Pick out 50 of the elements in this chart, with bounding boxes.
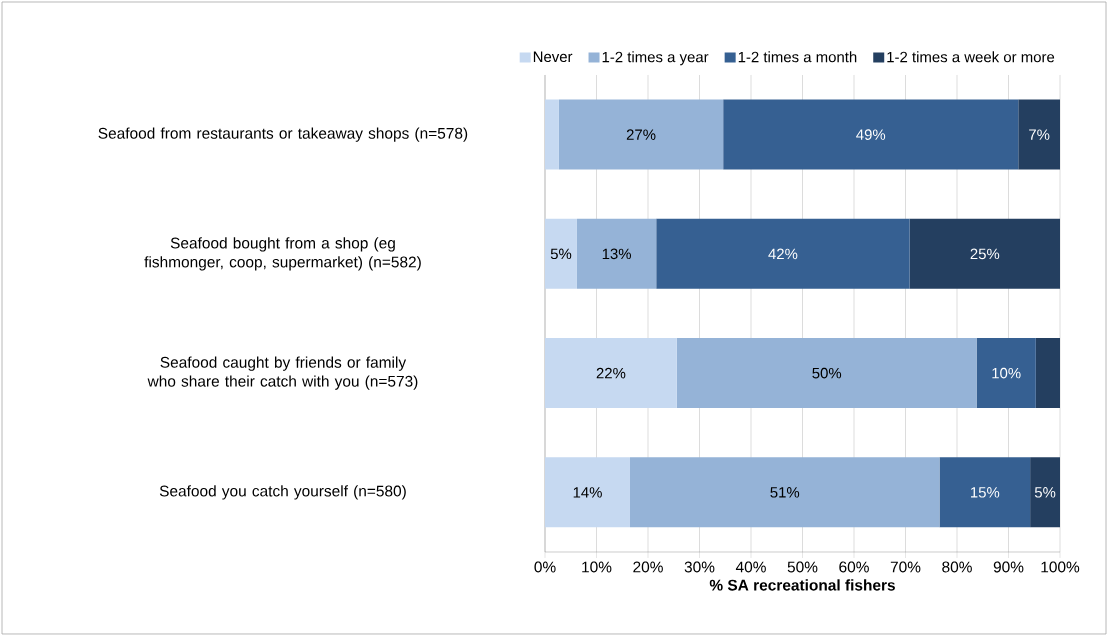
annotation: 7% [1029,129,1050,140]
legend-label: 1-2 times a week or more [887,51,1055,63]
x-tick-label: 70% [890,561,921,573]
bar [939,457,1031,528]
x-tick-label: 90% [993,561,1024,573]
x-tick-label: 60% [839,561,869,573]
x-tick-label: 20% [633,561,663,573]
x-tick-label: 100% [1041,561,1080,573]
bar [558,99,724,170]
annotation: 5% [1034,487,1056,498]
annotation: 49% [856,129,886,140]
x-tick-label: 50% [787,561,818,573]
bar [545,99,559,170]
annotation: 15% [971,487,1000,498]
x-tick-label: 80% [942,561,972,573]
bar [1035,338,1061,409]
annotation: 22% [596,367,626,379]
annotation: 10% [992,367,1021,379]
y-tick-label: Seafood bought from a shop (eg fishmonger, coop, supermarket) (n=582) [144,237,421,271]
bar [545,218,577,289]
annotation: 13% [602,248,632,260]
y-tick-label: Seafood you catch yourself (n=580) [159,485,406,500]
legend-label: Never [533,51,573,63]
bar [576,218,657,289]
bar [1018,99,1061,170]
bar [723,99,1019,170]
legend-label: 1-2 times a month [738,51,857,63]
bar [1030,457,1061,528]
bar [909,218,1061,289]
x-tick-label: 0% [534,561,556,573]
bar [676,338,977,409]
annotation: 14% [573,487,602,498]
bar [545,457,630,528]
x-axis-title: % SA recreational fishers [709,579,895,591]
legend-label: 1-2 times a year [602,51,709,66]
annotation: 51% [770,487,800,498]
y-tick-label: Seafood from restaurants or takeaway shops (n=578) [98,127,468,142]
annotation: 42% [768,248,798,260]
y-tick-label: Seafood caught by friends or family who share their catch with you (n=573) [147,356,418,390]
x-tick-label: 10% [582,561,612,573]
bar [976,338,1036,409]
x-tick-label: 30% [684,561,715,573]
annotation: 5% [550,248,572,260]
bar [656,218,910,289]
annotation: 25% [970,248,1000,260]
annotation: 50% [812,367,842,379]
bar [629,457,940,528]
bar [545,338,677,409]
annotation: 27% [626,129,656,140]
x-tick-label: 40% [735,561,766,573]
